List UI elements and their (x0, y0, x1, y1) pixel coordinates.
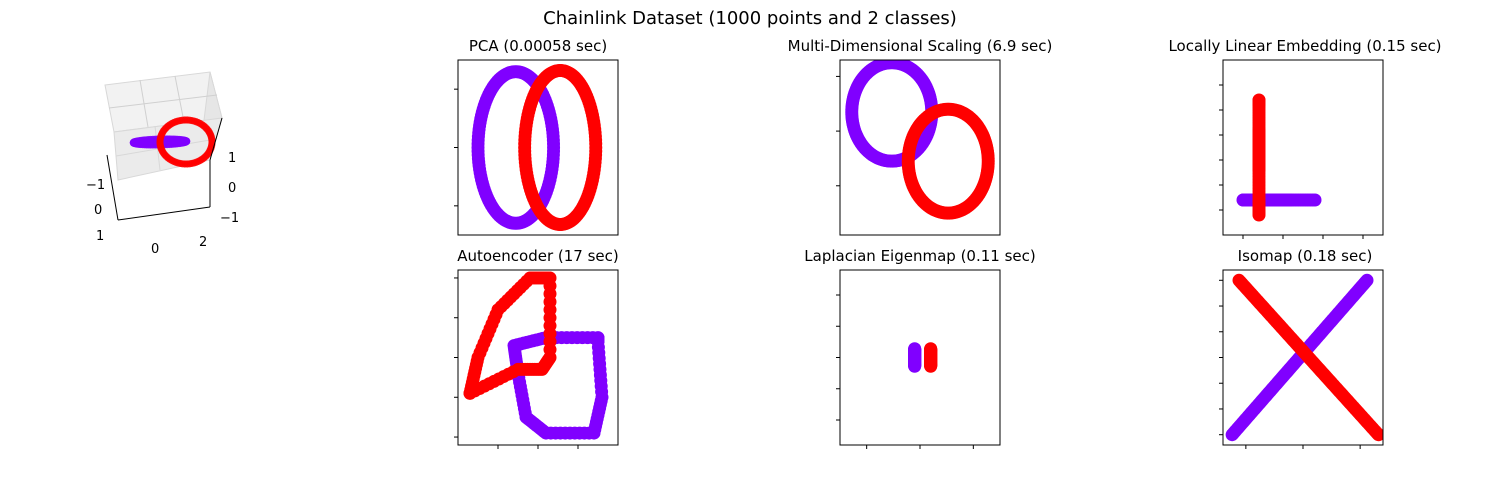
3d-ytick-label: 2 (199, 235, 207, 250)
series-class-0 (471, 65, 561, 230)
data-point (1252, 208, 1266, 222)
3d-xtick-label: 0 (94, 203, 102, 218)
data-point (589, 144, 603, 158)
series-class-1 (156, 116, 216, 168)
3d-pane-back (104, 71, 223, 181)
data-points (1225, 273, 1383, 442)
mds-plot (836, 59, 1001, 236)
pca-title: PCA (0.00058 sec) (468, 37, 608, 55)
series-class-1 (1252, 93, 1266, 222)
original-3d-plot: −1 0 1 0 2 1 0 −1 (86, 71, 239, 257)
series-class-1 (518, 64, 603, 231)
autoencoder-plot (454, 269, 619, 449)
series-class-1 (1232, 273, 1383, 442)
series-class-0 (507, 331, 609, 440)
3d-ztick-label: 1 (228, 151, 236, 166)
data-point (1371, 428, 1383, 442)
data-points (908, 342, 938, 373)
data-points (1236, 93, 1322, 222)
data-point (181, 138, 189, 146)
3d-xtick-label: 1 (96, 229, 104, 244)
data-point (1360, 273, 1374, 287)
data-points (845, 60, 995, 220)
3d-data-points (129, 116, 216, 168)
isomap-plot (1219, 269, 1384, 449)
pca-plot (454, 59, 619, 236)
3d-axes (106, 117, 223, 221)
laplacian-title: Laplacian Eigenmap (0.11 sec) (804, 247, 1036, 265)
laplacian-plot (836, 269, 1001, 449)
series-class-1 (463, 271, 557, 400)
figure-title: Chainlink Dataset (1000 points and 2 cla… (543, 8, 957, 29)
series-class-0 (129, 135, 191, 149)
data-point (908, 359, 922, 373)
axes-frame (1222, 59, 1384, 236)
data-points (463, 271, 609, 440)
data-points (471, 64, 603, 231)
data-point (1308, 193, 1322, 207)
series-class-0 (1236, 193, 1322, 207)
3d-ztick-label: 0 (228, 181, 236, 196)
3d-ztick-label: −1 (220, 211, 239, 226)
axes-frame (839, 59, 1001, 236)
mds-title: Multi-Dimensional Scaling (6.9 sec) (787, 37, 1053, 55)
series-class-0 (908, 342, 922, 373)
lle-title: Locally Linear Embedding (0.15 sec) (1168, 37, 1442, 55)
lle-plot (1219, 59, 1384, 239)
3d-ytick-label: 0 (151, 242, 159, 257)
3d-xtick-label: −1 (86, 178, 105, 193)
data-point (547, 144, 561, 158)
isomap-title: Isomap (0.18 sec) (1237, 247, 1373, 265)
data-point (463, 386, 477, 400)
autoencoder-title: Autoencoder (17 sec) (457, 247, 619, 265)
series-class-1 (901, 102, 995, 220)
data-point (981, 157, 995, 171)
series-class-1 (924, 342, 938, 373)
data-point (924, 359, 938, 373)
